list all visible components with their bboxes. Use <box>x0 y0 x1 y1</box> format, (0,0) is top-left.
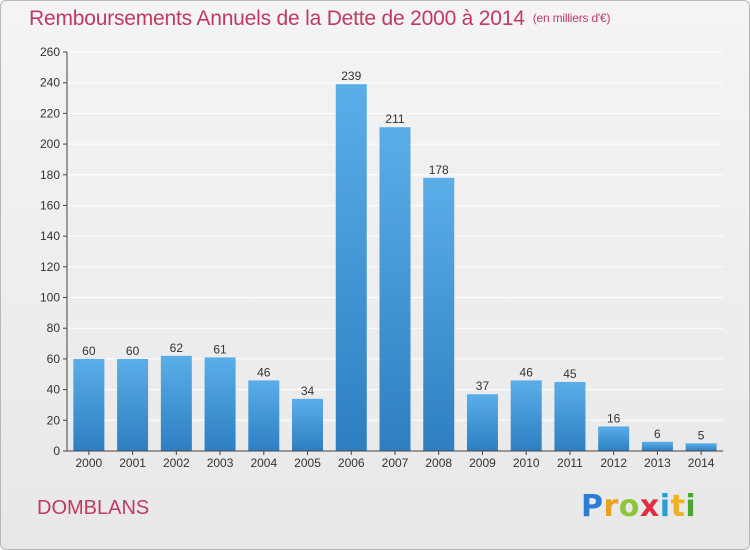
y-tick-label: 20 <box>47 413 61 427</box>
logo-letter: i <box>685 489 697 524</box>
x-tick-label: 2003 <box>207 456 234 470</box>
bar <box>204 357 236 451</box>
logo-letter: t <box>670 489 686 524</box>
data-label: 16 <box>607 411 621 425</box>
data-label: 5 <box>698 428 705 442</box>
x-tick-label: 2007 <box>382 456 409 470</box>
chart-unit: (en milliers d'€) <box>532 11 611 25</box>
y-tick-label: 100 <box>40 291 60 305</box>
data-label: 62 <box>170 341 184 355</box>
chart-title-text: Remboursements Annuels de la Dette de 20… <box>29 7 525 30</box>
logo-letter: x <box>639 489 660 524</box>
data-label: 6 <box>654 427 661 441</box>
x-tick-label: 2008 <box>425 456 452 470</box>
commune-name: DOMBLANS <box>37 497 150 519</box>
x-tick-label: 2009 <box>469 456 496 470</box>
y-tick-label: 140 <box>40 229 60 243</box>
x-tick-label: 2012 <box>600 456 627 470</box>
y-tick-label: 260 <box>40 45 60 59</box>
bar <box>160 355 192 451</box>
y-tick-label: 120 <box>40 260 60 274</box>
x-tick-label: 2011 <box>557 456 583 470</box>
y-tick-label: 160 <box>40 198 60 212</box>
bar <box>466 394 498 451</box>
x-tick-label: 2001 <box>119 456 146 470</box>
bar <box>685 443 717 451</box>
logo-letter: i <box>659 489 671 524</box>
y-tick-label: 60 <box>47 352 61 366</box>
y-tick-label: 220 <box>40 106 60 120</box>
data-label: 45 <box>563 367 577 381</box>
bar <box>598 426 630 451</box>
y-tick-label: 240 <box>40 76 60 90</box>
y-tick-label: 40 <box>47 383 61 397</box>
logo-letter: P <box>581 489 604 524</box>
bar <box>554 381 586 451</box>
data-label: 61 <box>213 342 227 356</box>
y-tick-label: 0 <box>53 444 60 458</box>
bar <box>641 441 673 451</box>
data-label: 46 <box>257 365 271 379</box>
data-label: 211 <box>385 112 404 126</box>
x-tick-label: 2006 <box>338 456 365 470</box>
x-tick-label: 2013 <box>644 456 671 470</box>
bar <box>117 358 149 451</box>
bar <box>379 127 411 451</box>
x-tick-label: 2014 <box>688 456 715 470</box>
proxiti-logo: Proxiti <box>581 489 696 524</box>
data-label: 46 <box>520 365 534 379</box>
bar <box>510 380 542 451</box>
data-label: 239 <box>341 69 361 83</box>
chart-title: Remboursements Annuels de la Dette de 20… <box>29 7 610 31</box>
bar <box>292 398 324 451</box>
bar <box>335 84 367 451</box>
y-tick-label: 200 <box>40 137 60 151</box>
x-tick-label: 2005 <box>294 456 321 470</box>
bar <box>423 177 455 452</box>
data-label: 178 <box>429 163 449 177</box>
bar <box>73 358 105 451</box>
logo-letter: o <box>618 489 640 524</box>
logo-letter: r <box>603 489 619 524</box>
data-label: 60 <box>82 344 96 358</box>
y-tick-label: 180 <box>40 168 60 182</box>
x-tick-label: 2002 <box>163 456 190 470</box>
x-tick-label: 2000 <box>76 456 103 470</box>
x-tick-label: 2004 <box>250 456 277 470</box>
x-tick-label: 2010 <box>513 456 540 470</box>
data-label: 60 <box>126 344 140 358</box>
data-label: 34 <box>301 384 315 398</box>
bar <box>248 380 280 451</box>
data-label: 37 <box>476 379 490 393</box>
y-tick-label: 80 <box>47 321 61 335</box>
